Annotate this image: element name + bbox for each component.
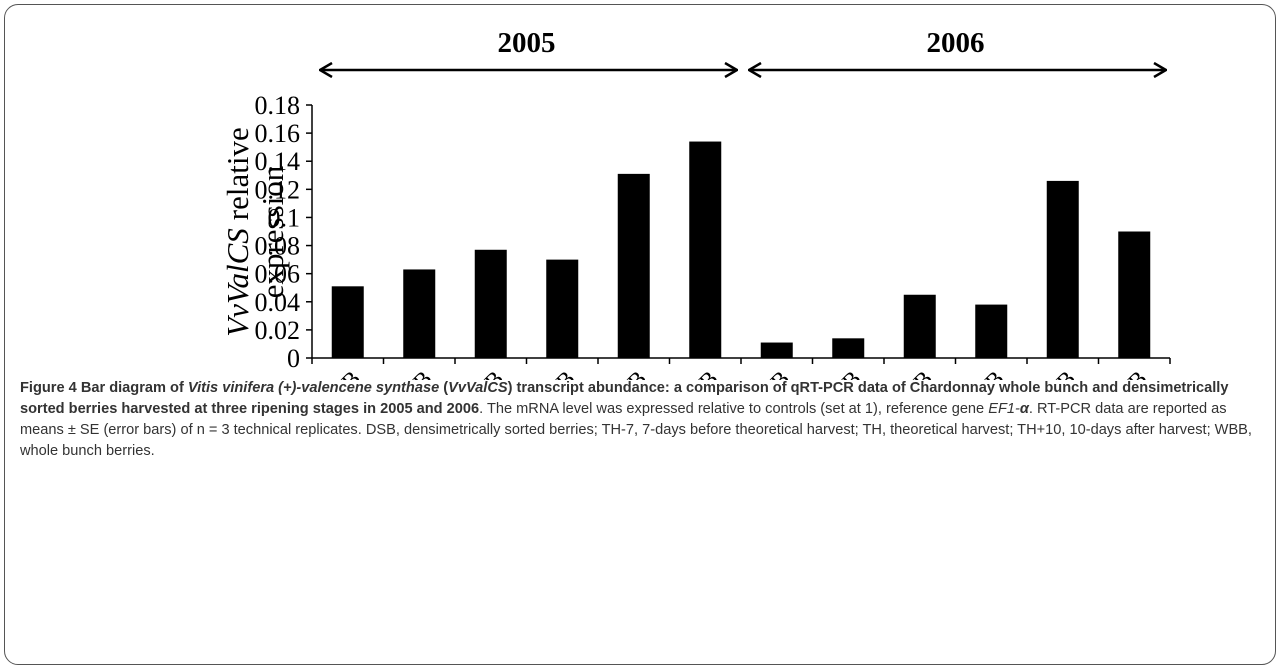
y-tick-label: 0.16 xyxy=(255,119,301,148)
y-tick-label: 0.04 xyxy=(255,288,301,317)
caption-segment: ) transcript abundance: a comparison of … xyxy=(20,380,1229,417)
caption-segment: . The mRNA level was expressed relative … xyxy=(479,401,989,417)
y-label-italic: VvValCS xyxy=(220,228,255,337)
y-axis-label: VvValCS relative xyxy=(220,127,255,336)
y-tick-label: 0.02 xyxy=(255,316,301,345)
y-tick-label: 0.12 xyxy=(255,175,301,204)
chart: VvValCS relative expression 00.020.040.06… xyxy=(220,27,1171,380)
bar xyxy=(689,141,722,358)
y-tick-label: 0.08 xyxy=(255,232,301,261)
y-tick-label: 0.14 xyxy=(255,147,301,176)
y-tick-label: 0.06 xyxy=(255,260,301,289)
caption-segment: α xyxy=(1019,401,1029,417)
bar xyxy=(331,286,364,358)
year-label: 2006 xyxy=(927,27,985,59)
bar xyxy=(760,342,793,358)
y-tick-label: 0.18 xyxy=(255,91,301,120)
bar xyxy=(903,294,936,358)
y-tick-label: 0 xyxy=(287,344,300,373)
figure-frame xyxy=(4,4,1276,665)
figure-caption: Figure 4 Bar diagram of Vitis vinifera (… xyxy=(20,378,1265,462)
y-axis-label: expression xyxy=(255,165,290,298)
caption-segment: Figure 4 Bar diagram of xyxy=(20,380,188,396)
bar xyxy=(1046,180,1079,358)
bar xyxy=(975,304,1008,358)
y-label-rest: relative xyxy=(220,127,255,220)
caption-segment: EF1- xyxy=(988,401,1020,417)
caption-segment: Vitis vinifera (+)-valencene synthase xyxy=(187,380,440,396)
bar xyxy=(474,249,507,358)
bar xyxy=(403,269,436,358)
caption-segment: VvValCS xyxy=(448,380,508,396)
bar xyxy=(1118,231,1151,358)
bar xyxy=(832,338,865,358)
bar xyxy=(617,173,650,358)
bar xyxy=(546,259,579,358)
caption-segment: ( xyxy=(439,380,449,396)
y-tick-label: 0.1 xyxy=(268,203,301,232)
caption-segment: . RT-PCR data are reported as means ± SE… xyxy=(20,401,1252,459)
year-label: 2005 xyxy=(498,27,556,59)
